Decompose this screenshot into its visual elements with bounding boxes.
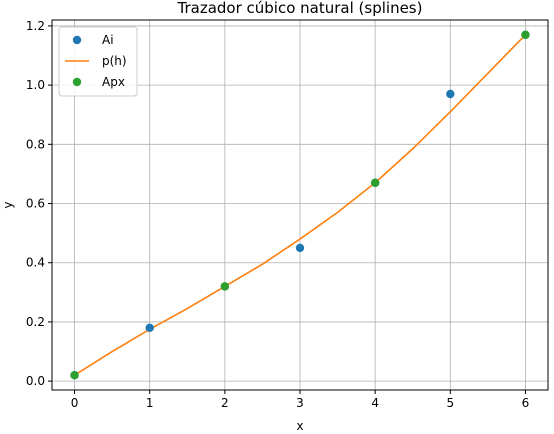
data-point (521, 30, 530, 39)
y-tick-label: 1.2 (26, 19, 45, 33)
y-tick-label: 0.4 (26, 256, 45, 270)
x-axis-label: x (296, 419, 303, 433)
y-tick-label: 0.6 (26, 197, 45, 211)
x-tick-label: 1 (146, 396, 154, 410)
plot-area (70, 30, 530, 380)
grid (52, 20, 548, 390)
x-axis: 0 1 2 3 4 5 6 (71, 390, 530, 410)
y-tick-label: 0.2 (26, 315, 45, 329)
y-axis-label: y (1, 201, 15, 208)
chart-title: Trazador cúbico natural (splines) (177, 0, 423, 17)
data-point (220, 282, 230, 291)
legend-label: Apx (102, 75, 125, 89)
x-tick-label: 4 (371, 396, 379, 410)
data-point (370, 178, 380, 187)
legend-swatch (72, 35, 82, 45)
x-tick-label: 0 (71, 396, 79, 410)
x-tick-label: 6 (522, 396, 530, 410)
x-tick-label: 2 (221, 396, 229, 410)
data-point (70, 371, 79, 380)
legend: Ai p(h) Apx (58, 26, 138, 97)
data-point (295, 243, 305, 253)
legend-label: p(h) (102, 54, 127, 68)
legend-label: Ai (102, 33, 114, 47)
x-tick-label: 5 (446, 396, 454, 410)
data-point (145, 323, 154, 333)
y-tick-label: 0.8 (26, 137, 45, 151)
y-tick-label: 1.0 (26, 78, 45, 92)
legend-swatch (72, 77, 82, 87)
data-point (446, 89, 455, 99)
x-tick-label: 3 (296, 396, 304, 410)
y-axis: 0.0 0.2 0.4 0.6 0.8 1.0 1.2 (26, 19, 52, 388)
y-tick-label: 0.0 (26, 374, 45, 388)
